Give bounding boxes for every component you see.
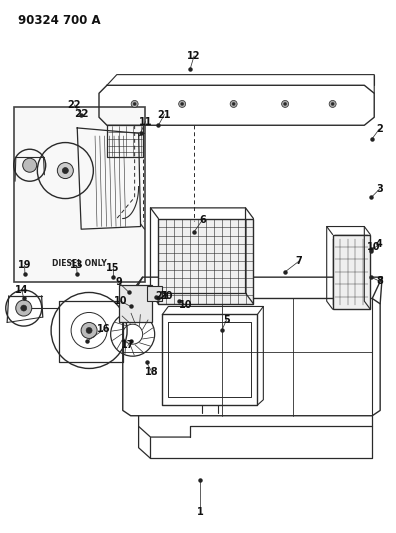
Text: 10: 10 <box>114 296 128 306</box>
Circle shape <box>81 322 97 338</box>
Circle shape <box>181 102 184 106</box>
Circle shape <box>331 102 334 106</box>
Circle shape <box>57 163 73 179</box>
Text: 11: 11 <box>139 117 152 126</box>
Text: 22: 22 <box>68 100 81 110</box>
Circle shape <box>131 100 138 108</box>
Bar <box>147 286 162 301</box>
Circle shape <box>62 167 69 174</box>
Circle shape <box>133 102 136 106</box>
Text: 20: 20 <box>159 291 172 301</box>
Text: 22: 22 <box>74 109 88 118</box>
Text: 7: 7 <box>295 256 303 266</box>
Text: 8: 8 <box>377 277 384 286</box>
Text: 18: 18 <box>145 367 158 376</box>
Bar <box>333 235 370 309</box>
Text: 6: 6 <box>199 215 206 224</box>
Text: 9: 9 <box>115 278 122 287</box>
Text: 2: 2 <box>376 124 383 134</box>
Text: 5: 5 <box>223 315 230 325</box>
Text: 19: 19 <box>18 261 31 270</box>
Circle shape <box>329 100 336 108</box>
Circle shape <box>230 100 237 108</box>
Text: 4: 4 <box>376 239 383 249</box>
Text: 90324 700 A: 90324 700 A <box>18 14 101 27</box>
Text: 10: 10 <box>367 243 381 252</box>
Circle shape <box>86 327 92 334</box>
Text: 3: 3 <box>376 184 383 194</box>
Text: 1: 1 <box>196 507 204 516</box>
Circle shape <box>21 305 27 311</box>
Text: 16: 16 <box>97 325 111 334</box>
Circle shape <box>16 300 32 316</box>
Bar <box>158 219 253 304</box>
Text: 13: 13 <box>70 261 83 270</box>
Text: 21: 21 <box>156 291 169 301</box>
Text: 15: 15 <box>106 263 120 272</box>
Circle shape <box>23 158 37 172</box>
Text: 17: 17 <box>121 341 135 350</box>
Text: 14: 14 <box>15 285 29 295</box>
Circle shape <box>284 102 287 106</box>
Text: 21: 21 <box>158 110 171 119</box>
Text: DIESEL ONLY: DIESEL ONLY <box>52 260 107 269</box>
Text: 10: 10 <box>179 301 193 310</box>
Text: 12: 12 <box>187 51 201 61</box>
Circle shape <box>282 100 289 108</box>
Bar <box>119 285 152 322</box>
Bar <box>14 107 145 282</box>
Circle shape <box>232 102 235 106</box>
Circle shape <box>179 100 186 108</box>
